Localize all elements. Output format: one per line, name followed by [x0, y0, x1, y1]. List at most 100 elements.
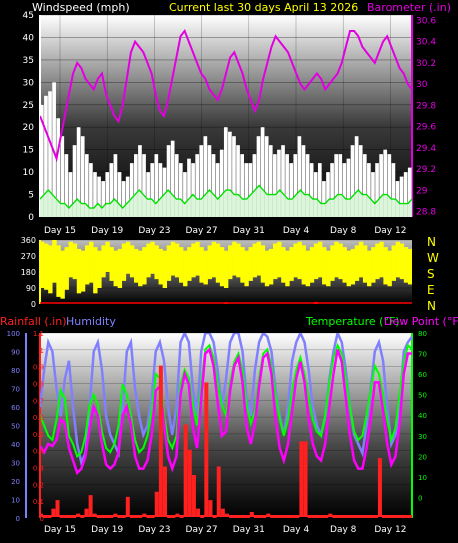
gust-bar	[40, 104, 44, 217]
wind-direction-band	[223, 250, 229, 288]
wind-direction-band	[56, 245, 61, 297]
gust-bar	[305, 154, 310, 217]
wind-direction-band	[407, 248, 412, 285]
gust-bar	[342, 163, 347, 217]
gust-bar	[199, 145, 204, 217]
wind-direction-band	[117, 248, 123, 288]
windspeed-tick-label: 40	[23, 33, 35, 43]
gust-bar	[158, 163, 163, 217]
rainfall-axis-label: Rainfall (.in)	[0, 315, 67, 328]
gust-bar	[187, 158, 191, 217]
wind-direction-band	[191, 243, 196, 278]
gust-bar	[407, 167, 412, 217]
barometer-tick-label: 30.4	[416, 38, 436, 48]
windspeed-tick-label: 10	[23, 168, 35, 178]
wind-direction-band	[76, 248, 82, 294]
rainfall-tick-label: 1	[40, 347, 44, 355]
windspeed-tick-label: 20	[23, 123, 35, 133]
humidity-tick-label: 60	[11, 404, 20, 412]
rainfall-tick-label: 0.6	[33, 414, 45, 422]
wind-direction-band	[252, 243, 257, 278]
wind-direction-band	[383, 247, 388, 285]
direction-series-group	[40, 240, 412, 304]
gust-bar	[264, 136, 269, 217]
gust-bar	[183, 172, 187, 217]
date-tick-label: Day 31	[233, 525, 265, 535]
wind-direction-band	[113, 250, 118, 287]
wind-direction-band	[268, 248, 274, 285]
windspeed-tick-label: 5	[28, 191, 34, 201]
wind-direction-band	[354, 245, 360, 281]
gust-bar	[84, 154, 89, 217]
wind-direction-band	[207, 245, 212, 280]
windspeed-tick-label: 45	[23, 11, 34, 21]
humidity-tick-label: 10	[11, 497, 20, 505]
wind-direction-band	[101, 245, 106, 278]
wind-direction-band	[97, 250, 102, 288]
barometer-tick-label: 29.6	[416, 123, 436, 133]
wind-direction-band	[162, 250, 168, 288]
compass-label-n-top: N	[427, 235, 436, 249]
gust-bar	[395, 181, 400, 217]
gust-bar	[256, 136, 261, 217]
gust-bar	[379, 154, 383, 217]
gust-bar	[93, 172, 97, 217]
date-tick-label: Day 8	[330, 525, 357, 535]
wind-direction-band	[248, 247, 253, 281]
rainfall-tick-label: 0.5	[33, 431, 44, 439]
wind-direction-band	[154, 245, 159, 280]
wind-direction-band	[158, 248, 163, 285]
date-tick-label: Day 27	[186, 525, 218, 535]
rainfall-tick-label: 0.4	[33, 448, 45, 456]
gust-bar	[174, 154, 179, 217]
gust-bar	[134, 154, 138, 217]
wind-direction-band	[199, 247, 204, 283]
wind-direction-band	[170, 241, 176, 276]
wind-direction-band	[44, 243, 49, 290]
temperature-tick-label: 0	[418, 494, 422, 502]
gust-bar	[252, 154, 257, 217]
gust-bar	[281, 145, 285, 217]
gust-bar	[64, 154, 69, 217]
wind-direction-band	[317, 241, 323, 278]
gust-bar	[76, 127, 81, 217]
gust-bar	[162, 167, 167, 217]
gust-bar	[207, 145, 212, 217]
gust-bar	[260, 127, 265, 217]
gust-bar	[350, 145, 355, 217]
wind-direction-band	[273, 243, 278, 280]
wind-direction-band	[48, 245, 53, 294]
gust-bar	[338, 154, 343, 217]
gust-bar	[236, 145, 240, 217]
gust-bar	[268, 145, 273, 217]
gust-bar	[129, 163, 134, 217]
wind-direction-band	[236, 243, 241, 278]
direction-tick-label: 180	[21, 268, 36, 277]
windspeed-tick-label: 0	[28, 213, 34, 223]
date-tick-label: Day 19	[91, 226, 123, 236]
wind-direction-band	[301, 245, 307, 285]
gust-bar	[375, 163, 379, 217]
date-tick-label: Day 8	[330, 226, 357, 236]
gust-bar	[60, 136, 65, 217]
gust-bar	[273, 154, 277, 217]
humidity-tick-label: 80	[11, 367, 20, 375]
wind-direction-band	[305, 250, 311, 287]
wind-direction-band	[93, 247, 98, 294]
gust-bar	[101, 181, 105, 217]
gust-bar	[113, 154, 118, 217]
windspeed-axis-label: Windspeed (mph)	[32, 1, 130, 14]
wind-direction-band	[289, 247, 294, 281]
barometer-tick-label: 29.8	[416, 101, 436, 111]
gust-bar	[322, 181, 326, 217]
gust-bar	[277, 149, 281, 217]
gust-bar	[56, 118, 61, 217]
gust-bar	[297, 136, 302, 217]
date-tick-label: Day 23	[138, 525, 170, 535]
gust-bar	[334, 154, 339, 217]
gust-bar	[330, 163, 334, 217]
temperature-tick-label: 80	[418, 330, 427, 338]
gust-bar	[215, 163, 220, 217]
chart-title: Current last 30 days April 13 2026	[169, 1, 358, 14]
